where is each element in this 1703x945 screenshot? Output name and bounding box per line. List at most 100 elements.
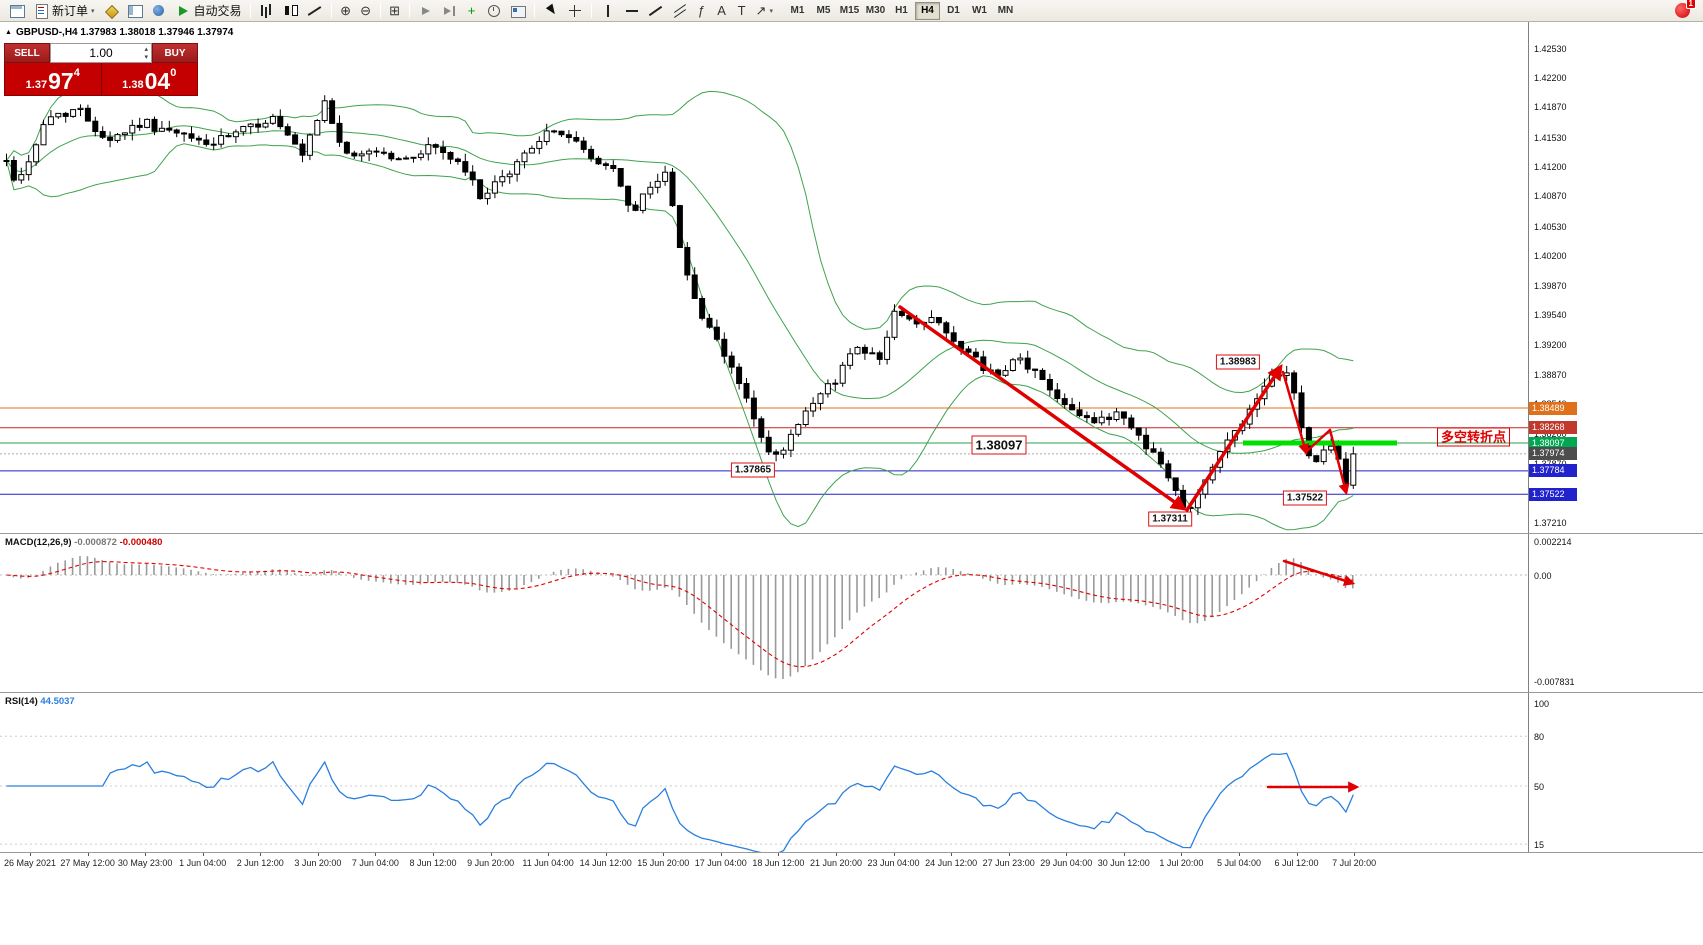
trendline-icon[interactable]	[644, 1, 668, 21]
timeframe-m15[interactable]: M15	[837, 2, 862, 20]
templates-icon[interactable]	[506, 1, 530, 21]
metaeditor-icon-glyph	[103, 3, 119, 19]
autotrading-icon	[175, 3, 191, 19]
price-axis-label: 1.39540	[1534, 309, 1567, 320]
rsi-pane[interactable]	[0, 693, 1528, 852]
crosshair-icon[interactable]	[563, 1, 587, 21]
templates-icon-glyph	[510, 3, 526, 19]
rsi-name: RSI(14)	[5, 696, 38, 707]
price-axis-label: 1.40200	[1534, 251, 1567, 262]
timeframe-d1[interactable]: D1	[941, 2, 966, 20]
timeframe-group: M1 M5 M15 M30 H1 H4 D1 W1 MN	[785, 1, 1018, 20]
time-axis-separator	[0, 852, 1703, 853]
metaeditor-icon[interactable]	[99, 1, 123, 21]
arrows-tool-icon-glyph: ↗	[755, 3, 767, 18]
time-axis-label: 24 Jun 12:00	[925, 858, 978, 868]
chart-shift-icon[interactable]	[438, 1, 462, 21]
navigator-icon[interactable]	[147, 1, 171, 21]
channel-icon[interactable]	[668, 1, 692, 21]
rsi-label: RSI(14) 44.5037	[5, 696, 75, 707]
price-axis-label: 1.38870	[1534, 369, 1567, 380]
cursor-icon[interactable]	[539, 1, 563, 21]
indicators-icon[interactable]: +	[462, 1, 482, 21]
timeframe-m30[interactable]: M30	[863, 2, 888, 20]
buy-button[interactable]: BUY	[152, 43, 198, 63]
chart-shift-icon-glyph	[442, 3, 458, 19]
new-order-button[interactable]: 新订单 ▾	[29, 1, 99, 21]
periods-icon[interactable]	[482, 1, 506, 21]
time-axis-label: 21 Jun 20:00	[809, 858, 863, 868]
sell-button[interactable]: SELL	[4, 43, 50, 63]
toolbar: 新订单 ▾ 自动交易 ⊕ ⊖ ⊞ + ƒ A T ↗ ▾ M1 M5 M15 M30 H1 H4 D1 W1 MN 1	[0, 0, 1703, 22]
time-axis-label: 1 Jul 20:00	[1159, 858, 1204, 868]
arrows-tool-icon[interactable]: ↗ ▾	[752, 1, 777, 21]
price-axis-label: 1.42530	[1534, 43, 1567, 54]
spin-down-icon[interactable]: ▾	[144, 54, 148, 61]
time-tick	[893, 853, 895, 856]
price-axis-label: 1.40530	[1534, 221, 1567, 232]
one-click-toggle-icon[interactable]: ▲	[5, 29, 12, 36]
label-icon[interactable]: T	[732, 1, 752, 21]
autotrading-button[interactable]: 自动交易	[171, 1, 246, 21]
timeframe-m5[interactable]: M5	[811, 2, 836, 20]
zoom-in-icon[interactable]: ⊕	[336, 1, 356, 21]
time-tick	[375, 853, 377, 856]
line-chart-icon[interactable]	[303, 1, 327, 21]
timeframe-h4[interactable]: H4	[914, 1, 940, 20]
time-tick	[605, 853, 607, 856]
candlestick-chart-icon[interactable]	[279, 1, 303, 21]
indicators-icon-glyph: +	[467, 3, 476, 18]
text-icon[interactable]: A	[712, 1, 732, 21]
volume-spinner-icon[interactable]: ▴ ▾	[144, 46, 148, 62]
price-tag: 1.38489	[1529, 401, 1577, 415]
bid-quote[interactable]: 1.37 97 4	[5, 63, 102, 95]
ask-quote[interactable]: 1.38 04 0	[102, 63, 198, 95]
horizontal-line-icon[interactable]	[620, 1, 644, 21]
time-axis-label: 18 Jun 12:00	[752, 858, 805, 868]
time-tick	[778, 853, 780, 856]
fibonacci-icon[interactable]: ƒ	[692, 1, 712, 21]
bid-integer: 1.37	[25, 79, 48, 91]
timeframe-mn[interactable]: MN	[993, 2, 1018, 20]
timeframe-h1[interactable]: H1	[889, 2, 914, 20]
time-tick	[663, 853, 665, 856]
volume-field[interactable]: 1.00 ▴ ▾	[50, 43, 152, 63]
timeframe-m1[interactable]: M1	[785, 2, 810, 20]
bar-chart-icon[interactable]	[255, 1, 279, 21]
price-chart-pane[interactable]	[0, 22, 1528, 533]
time-tick	[1123, 853, 1125, 856]
auto-scroll-icon[interactable]	[414, 1, 438, 21]
toolbar-separator	[379, 3, 381, 18]
bid-pips: 97	[48, 68, 74, 94]
macd-axis-label: 0.00	[1534, 571, 1552, 581]
macd-name: MACD(12,26,9)	[5, 537, 72, 548]
annotation-note: 多空转折点	[1437, 427, 1511, 447]
pane-splitter[interactable]	[0, 533, 1703, 534]
tile-windows-icon[interactable]: ⊞	[385, 1, 405, 21]
time-axis-label: 8 Jun 12:00	[409, 858, 457, 868]
spin-up-icon[interactable]: ▴	[144, 46, 148, 53]
data-window-icon[interactable]	[123, 1, 147, 21]
toolbar-separator	[408, 3, 410, 18]
macd-value-main: -0.000872	[74, 537, 117, 548]
timeframe-w1[interactable]: W1	[967, 2, 992, 20]
macd-axis-label: 0.002214	[1534, 537, 1572, 547]
pane-splitter[interactable]	[0, 692, 1703, 693]
new-chart-icon[interactable]	[5, 1, 29, 21]
label-icon-glyph: T	[737, 3, 746, 18]
time-tick	[1008, 853, 1010, 856]
chart-window: 1.42530 1.42200 1.41870 1.41530 1.41200 1.408…	[0, 22, 1703, 945]
time-axis-label: 9 Jun 20:00	[467, 858, 515, 868]
rsi-axis-label: 50	[1534, 781, 1545, 792]
time-axis-label: 6 Jul 12:00	[1274, 858, 1319, 868]
macd-axis-label: -0.007831	[1534, 677, 1575, 687]
time-axis-label: 7 Jul 20:00	[1332, 858, 1377, 868]
vertical-line-icon[interactable]	[596, 1, 620, 21]
price-axis-label: 1.41200	[1534, 162, 1567, 172]
zoom-out-icon[interactable]: ⊖	[356, 1, 376, 21]
auto-scroll-icon-glyph	[418, 3, 434, 19]
notifications-icon[interactable]: 1	[1675, 0, 1696, 18]
rsi-value: 44.5037	[40, 696, 75, 707]
macd-pane[interactable]	[0, 534, 1528, 692]
symbol-ohlc: GBPUSD-,H4 1.37983 1.38018 1.37946 1.379…	[15, 27, 234, 38]
